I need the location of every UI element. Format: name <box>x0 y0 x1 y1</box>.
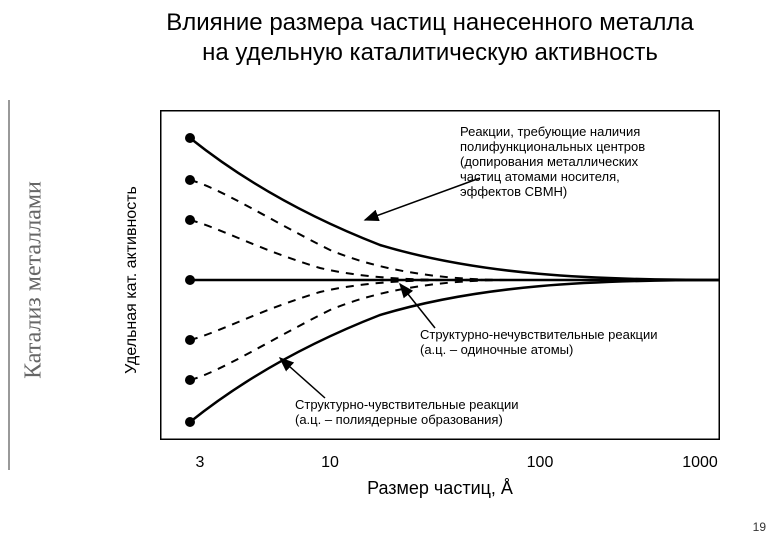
marker-top-solid <box>185 133 195 143</box>
arrow-ann-mid <box>400 284 435 328</box>
section-label-text: Катализ металлами <box>21 181 48 379</box>
marker-low-dash-2 <box>185 375 195 385</box>
chart-area: Реакции, требующие наличияполифункционал… <box>160 110 720 440</box>
x-tick-3: 3 <box>196 454 205 472</box>
x-tick-1000: 1000 <box>682 454 718 472</box>
annotation-ann-mid: Структурно-нечувствительные реакции(а.ц.… <box>420 328 720 358</box>
y-axis-label: Удельная кат. активность <box>118 130 146 430</box>
marker-mid-dash-2 <box>185 215 195 225</box>
annotation-ann-top: Реакции, требующие наличияполифункционал… <box>460 125 710 200</box>
page-title: Влияние размера частиц нанесенного метал… <box>100 8 760 68</box>
y-axis-label-text: Удельная кат. активность <box>123 186 141 374</box>
title-line-2: на удельную каталитическую активность <box>100 38 760 68</box>
marker-bottom-solid <box>185 417 195 427</box>
x-axis-label: Размер частиц, Å <box>160 478 720 499</box>
curve-mid-dash-2 <box>190 220 510 280</box>
marker-mid-dash-1 <box>185 175 195 185</box>
x-tick-10: 10 <box>321 454 339 472</box>
page-number: 19 <box>753 520 766 534</box>
section-label: Катализ металлами <box>20 130 48 430</box>
arrow-ann-bottom <box>280 358 325 398</box>
left-decorative-bar <box>8 100 10 470</box>
marker-low-dash-1 <box>185 335 195 345</box>
slide: Катализ металлами Влияние размера частиц… <box>0 0 780 540</box>
x-tick-100: 100 <box>527 454 554 472</box>
annotation-ann-bottom: Структурно-чувствительные реакции(а.ц. –… <box>295 398 595 428</box>
marker-centerline <box>185 275 195 285</box>
title-line-1: Влияние размера частиц нанесенного метал… <box>100 8 760 38</box>
